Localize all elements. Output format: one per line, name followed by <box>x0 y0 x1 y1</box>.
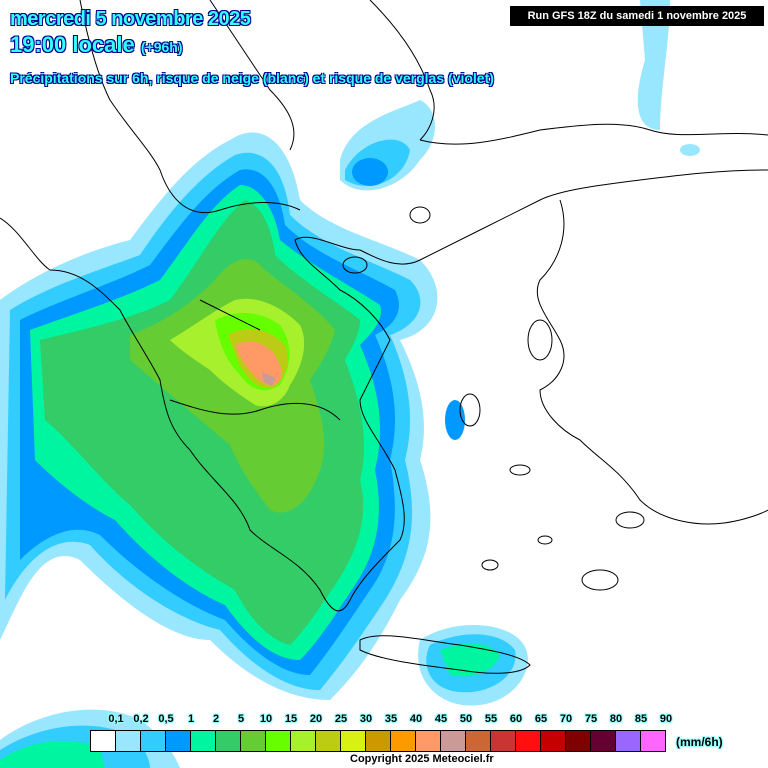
map-subtitle: Précipitations sur 6h, risque de neige (… <box>10 70 494 86</box>
legend-swatch <box>191 731 216 751</box>
legend-label: 20 <box>309 713 323 725</box>
legend-swatch <box>391 731 416 751</box>
legend-label: 2 <box>212 713 220 725</box>
legend-label: 1 <box>187 713 195 725</box>
legend-label: 30 <box>359 713 373 725</box>
legend-swatch <box>291 731 316 751</box>
legend-swatch <box>441 731 466 751</box>
legend-swatch <box>266 731 291 751</box>
legend-label: 0,5 <box>158 713 174 725</box>
legend-swatch <box>141 731 166 751</box>
legend-label: 0,2 <box>133 713 149 725</box>
precip-field <box>0 0 700 768</box>
legend-swatch <box>116 731 141 751</box>
legend-label: 85 <box>634 713 648 725</box>
legend-swatch <box>541 731 566 751</box>
legend-swatch <box>316 731 341 751</box>
legend-swatch <box>641 731 665 751</box>
legend-label: 80 <box>609 713 623 725</box>
lead-time: (+96h) <box>140 39 183 55</box>
legend-label: 90 <box>659 713 673 725</box>
legend-label: 60 <box>509 713 523 725</box>
legend-swatch <box>366 731 391 751</box>
legend-label: 10 <box>259 713 273 725</box>
legend-swatch <box>516 731 541 751</box>
legend-label: 50 <box>459 713 473 725</box>
legend-label: 55 <box>484 713 498 725</box>
legend-label: 25 <box>334 713 348 725</box>
legend-swatch <box>166 731 191 751</box>
forecast-time: 19:00 locale (+96h) <box>10 32 183 58</box>
legend-swatch <box>416 731 441 751</box>
legend-label: 0,1 <box>108 713 124 725</box>
legend-swatch <box>216 731 241 751</box>
legend-label: 75 <box>584 713 598 725</box>
legend-swatch <box>91 731 116 751</box>
color-legend <box>90 730 666 752</box>
coastlines-borders <box>0 0 768 674</box>
legend-label: 45 <box>434 713 448 725</box>
local-time: 19:00 locale <box>10 32 135 57</box>
legend-swatch <box>566 731 591 751</box>
legend-label: 65 <box>534 713 548 725</box>
legend-label: 15 <box>284 713 298 725</box>
copyright: Copyright 2025 Meteociel.fr <box>350 753 494 765</box>
legend-swatch <box>491 731 516 751</box>
forecast-date: mercredi 5 novembre 2025 <box>10 8 251 30</box>
legend-swatch <box>466 731 491 751</box>
legend-label: 5 <box>237 713 245 725</box>
legend-swatch <box>616 731 641 751</box>
legend-label: 70 <box>559 713 573 725</box>
legend-swatch <box>241 731 266 751</box>
legend-unit: (mm/6h) <box>676 735 723 749</box>
legend-label: 35 <box>384 713 398 725</box>
legend-swatch <box>591 731 616 751</box>
model-run-label: Run GFS 18Z du samedi 1 novembre 2025 <box>510 6 764 26</box>
legend-swatch <box>341 731 366 751</box>
legend-label: 40 <box>409 713 423 725</box>
